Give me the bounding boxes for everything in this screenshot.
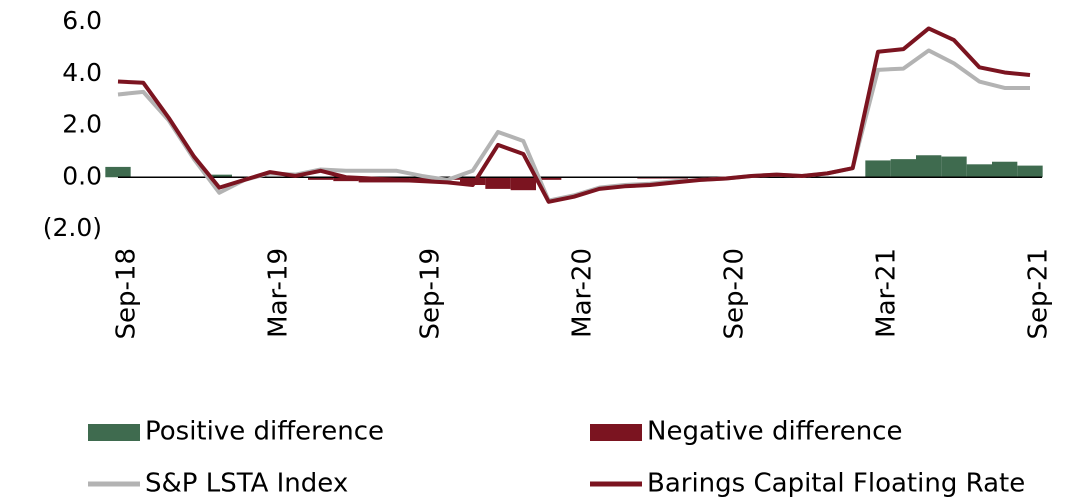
x-tick-label: Sep-18 bbox=[112, 248, 142, 339]
y-tick-label: 6.0 bbox=[62, 6, 102, 35]
legend-label: S&P LSTA Index bbox=[145, 469, 348, 499]
difference-bar bbox=[206, 174, 232, 178]
y-tick-label: 4.0 bbox=[62, 58, 102, 87]
y-tick-label: (2.0) bbox=[43, 213, 102, 242]
difference-bar bbox=[890, 159, 916, 178]
difference-bar bbox=[485, 177, 511, 189]
difference-bar bbox=[105, 166, 131, 178]
x-tick-label: Mar-20 bbox=[568, 248, 598, 338]
series-line bbox=[117, 26, 1031, 204]
y-tick-label: 2.0 bbox=[62, 110, 102, 139]
difference-bar bbox=[966, 164, 992, 178]
x-tick-label: Sep-19 bbox=[416, 248, 446, 339]
x-tick-label: Sep-20 bbox=[720, 248, 750, 339]
difference-bar bbox=[865, 160, 891, 178]
legend-label: Barings Capital Floating Rate bbox=[647, 469, 1025, 499]
difference-bar bbox=[536, 177, 562, 180]
x-tick-label: Sep-21 bbox=[1024, 248, 1054, 339]
difference-bar bbox=[460, 177, 486, 186]
difference-bar bbox=[916, 155, 942, 178]
legend-label: Positive difference bbox=[145, 417, 384, 447]
difference-bar bbox=[510, 177, 536, 191]
difference-bar bbox=[1017, 165, 1043, 178]
legend-label: Negative difference bbox=[647, 417, 902, 447]
difference-bar bbox=[941, 156, 967, 178]
legend-swatch bbox=[88, 424, 140, 441]
x-tick-label: Mar-19 bbox=[264, 248, 294, 338]
x-tick-label: Mar-21 bbox=[872, 248, 902, 338]
difference-bar bbox=[308, 177, 334, 180]
y-tick-label: 0.0 bbox=[62, 161, 102, 190]
difference-bar bbox=[992, 161, 1018, 178]
legend-swatch bbox=[590, 424, 642, 441]
